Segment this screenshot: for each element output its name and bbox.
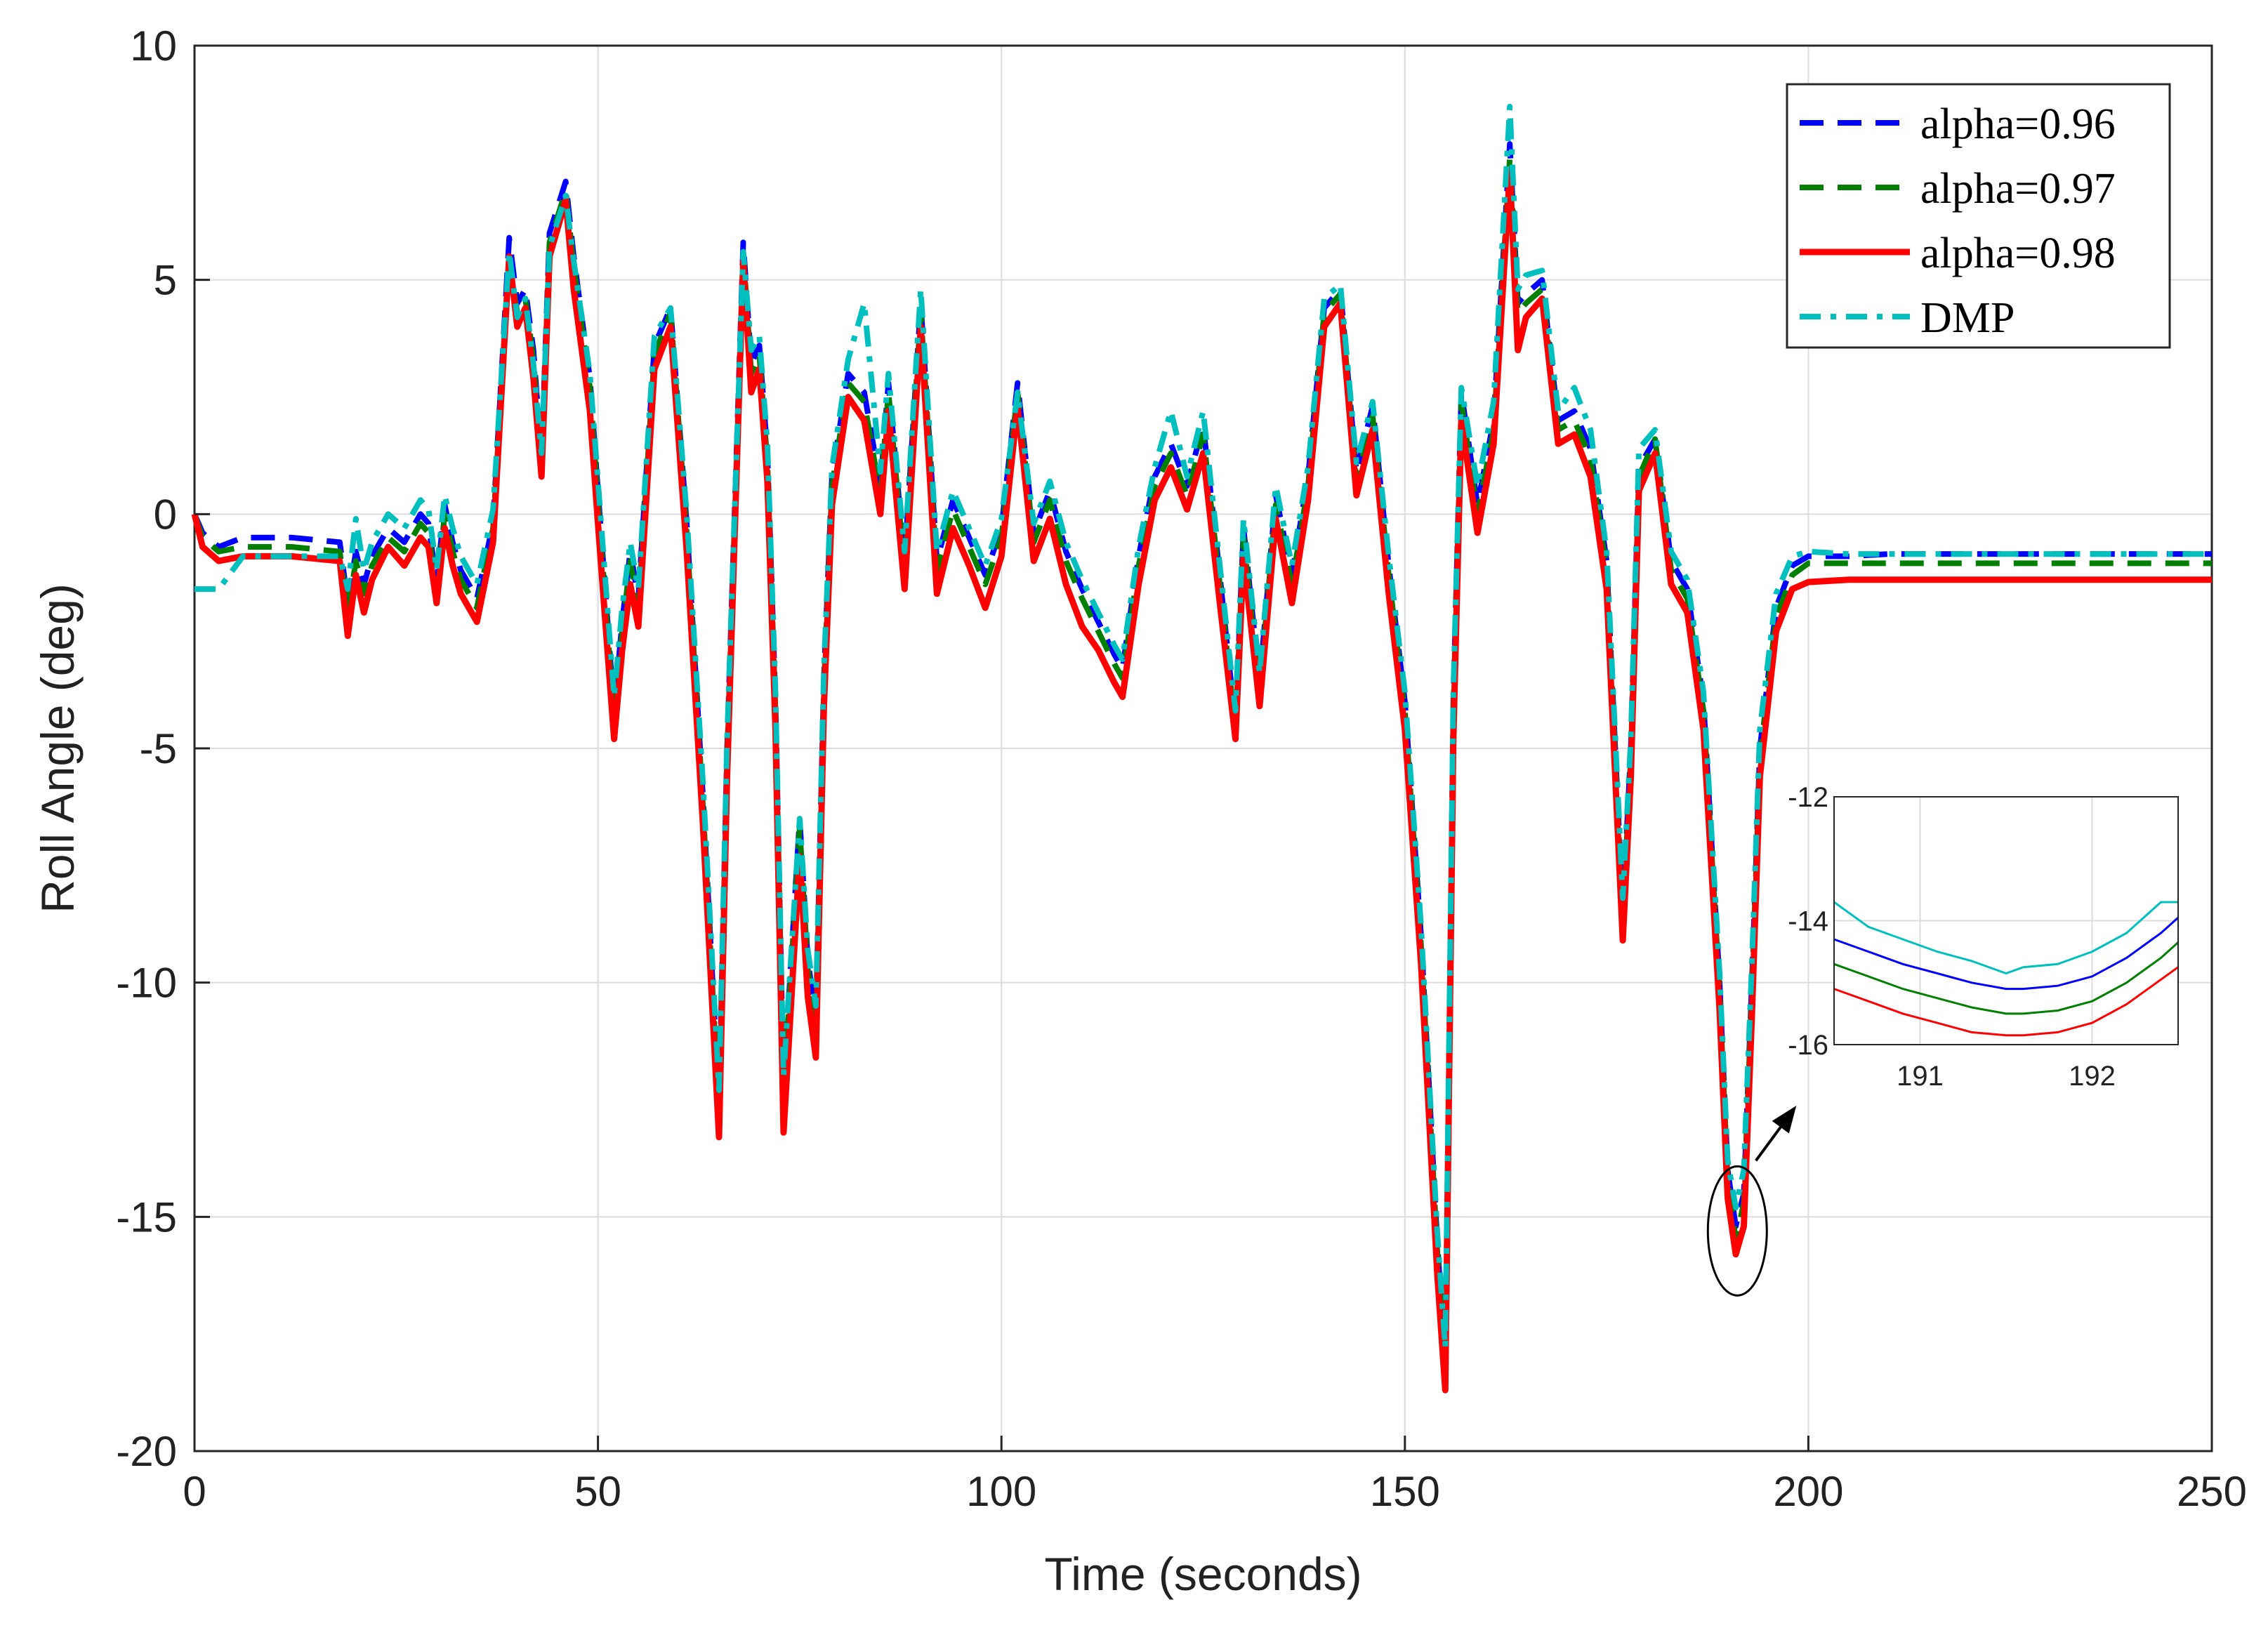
main-x-tick-label: 250 bbox=[2177, 1468, 2247, 1515]
main-x-tick-label: 0 bbox=[183, 1468, 206, 1515]
main-x-tick-label: 150 bbox=[1370, 1468, 1440, 1515]
main-y-tick-label: -10 bbox=[116, 960, 177, 1007]
main-series-group bbox=[191, 103, 2212, 1394]
legend-box bbox=[1786, 83, 2171, 349]
inset-series-line-alpha-0-97 bbox=[1833, 941, 2180, 1015]
main-y-tick-label: 0 bbox=[154, 491, 177, 538]
main-y-tick-label: -20 bbox=[116, 1428, 177, 1475]
inset-y-tick-labels: -16 -14 -12 bbox=[1788, 782, 1828, 1061]
main-x-tick-label: 200 bbox=[1773, 1468, 1843, 1515]
main-y-tick-label: 5 bbox=[154, 257, 177, 304]
main-gridlines bbox=[194, 45, 2213, 1452]
y-axis-title: Roll Angle (deg) bbox=[32, 583, 84, 913]
main-y-tick-labels: -20 -15 -10 -5 0 5 10 bbox=[116, 22, 210, 1475]
inset-series-line-alpha-0-98 bbox=[1833, 966, 2179, 1037]
legend: alpha=0.96 alpha=0.97 alpha=0.98 DMP bbox=[1786, 83, 2171, 349]
x-axis-title: Time (seconds) bbox=[1044, 1548, 1362, 1600]
legend-label: DMP bbox=[1920, 294, 2015, 342]
main-y-tick-label: 10 bbox=[130, 22, 177, 70]
inset-y-tick-label: -16 bbox=[1788, 1030, 1828, 1061]
legend-label: alpha=0.96 bbox=[1920, 100, 2116, 148]
main-y-tick-label: -15 bbox=[116, 1193, 177, 1240]
inset-x-tick-labels: 191 192 bbox=[1897, 1061, 2116, 1092]
main-x-tick-label: 100 bbox=[966, 1468, 1036, 1515]
legend-label: alpha=0.98 bbox=[1920, 230, 2116, 277]
inset-zoom-plot: 191 192 -16 -14 -12 bbox=[1788, 782, 2180, 1092]
main-y-tick-label: -5 bbox=[140, 725, 177, 772]
zoom-arrowhead bbox=[1772, 1106, 1797, 1134]
legend-label: alpha=0.97 bbox=[1920, 165, 2116, 213]
inset-x-tick-label: 192 bbox=[2069, 1061, 2116, 1092]
inset-y-tick-label: -12 bbox=[1788, 782, 1828, 813]
main-x-tick-label: 50 bbox=[574, 1468, 621, 1515]
inset-x-tick-label: 191 bbox=[1897, 1061, 1944, 1092]
inset-series-line-dmp bbox=[1833, 901, 2178, 975]
main-x-tick-labels: 0 50 100 150 200 250 bbox=[183, 1436, 2247, 1515]
zoom-region-ellipse bbox=[1706, 1165, 1768, 1297]
inset-series-group bbox=[1833, 901, 2180, 1037]
series-line-dmp bbox=[195, 103, 2212, 1351]
inset-frame bbox=[1833, 796, 2179, 1045]
inset-series-line-alpha-0-96 bbox=[1833, 916, 2180, 991]
inset-y-tick-label: -14 bbox=[1788, 906, 1828, 937]
